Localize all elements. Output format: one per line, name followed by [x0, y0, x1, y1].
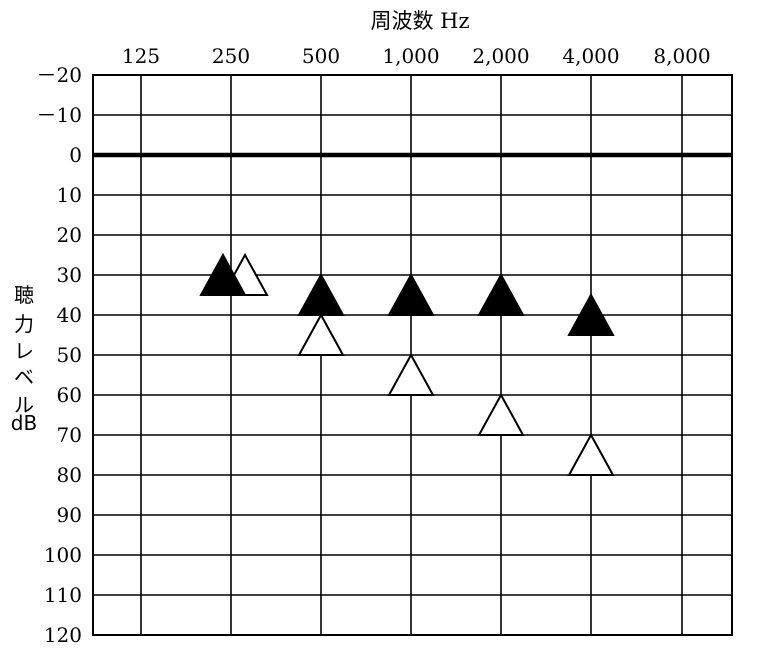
y-axis-title-char: ル	[14, 393, 34, 417]
y-tick-label: 110	[44, 583, 82, 607]
data-markers	[199, 252, 615, 476]
y-axis-title-char: ベ	[14, 365, 34, 389]
y-tick-label: －20	[37, 63, 82, 87]
x-tick-label: 1,000	[382, 44, 439, 68]
y-axis-title-char: レ	[14, 339, 34, 363]
y-tick-label: 30	[57, 263, 82, 287]
y-axis-title-char: 力	[14, 312, 34, 336]
y-tick-label: 50	[57, 343, 82, 367]
filled-triangle-marker	[199, 252, 247, 296]
y-tick-label: －10	[37, 103, 82, 127]
x-tick-label: 500	[302, 44, 340, 68]
y-tick-label: 60	[57, 383, 82, 407]
y-tick-label: 70	[57, 423, 82, 447]
y-axis-title-char: dB	[11, 411, 37, 435]
y-tick-label: 90	[57, 503, 82, 527]
open-triangle-marker	[297, 312, 345, 356]
open-triangle-marker	[387, 352, 435, 396]
y-tick-labels: －20 －10 0 10 20 30 40 50 60 70 80 90 100 110 120	[37, 63, 82, 647]
filled-triangle-marker	[387, 272, 435, 316]
x-axis-title: 周波数 Hz	[370, 9, 469, 33]
y-tick-label: 80	[57, 463, 82, 487]
grid	[92, 74, 733, 636]
y-axis-title-char: 聴	[14, 283, 34, 307]
filled-triangle-marker	[477, 272, 525, 316]
y-tick-label: 10	[57, 183, 82, 207]
open-triangle-marker	[477, 392, 525, 436]
y-tick-label: 40	[57, 303, 82, 327]
y-tick-label: 0	[69, 143, 82, 167]
filled-triangle-marker	[567, 292, 615, 336]
x-tick-labels: 125 250 500 1,000 2,000 4,000 8,000	[122, 44, 711, 68]
y-tick-label: 100	[44, 543, 82, 567]
filled-triangle-marker	[297, 272, 345, 316]
y-tick-label: 120	[44, 623, 82, 647]
x-tick-label: 2,000	[472, 44, 529, 68]
y-tick-label: 20	[57, 223, 82, 247]
x-tick-label: 125	[122, 44, 160, 68]
x-tick-label: 4,000	[562, 44, 619, 68]
x-tick-label: 250	[212, 44, 250, 68]
x-tick-label: 8,000	[653, 44, 710, 68]
open-triangle-marker	[567, 432, 615, 476]
